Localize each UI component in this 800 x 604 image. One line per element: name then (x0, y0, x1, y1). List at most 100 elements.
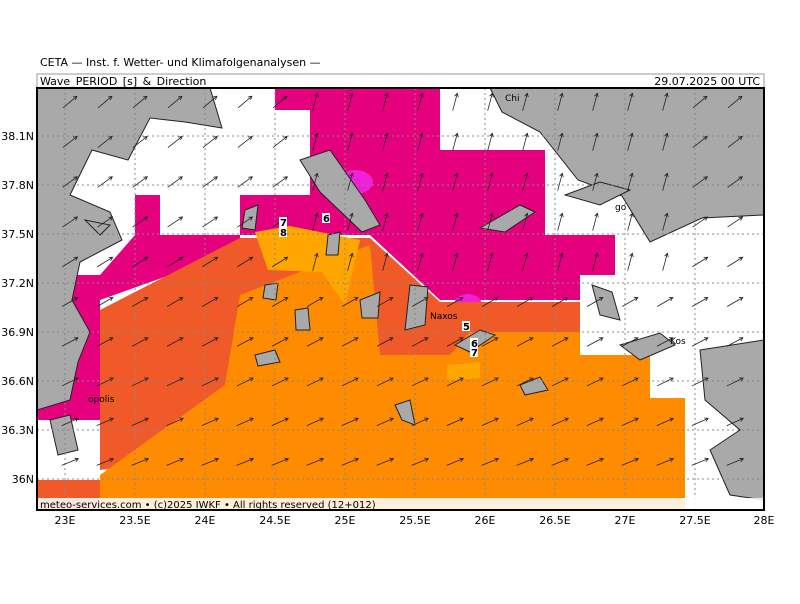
land (478, 204, 537, 233)
arrow (347, 92, 354, 111)
arrow (271, 417, 289, 427)
period-zone (100, 245, 685, 510)
arrow (692, 176, 708, 188)
arrow (487, 212, 494, 231)
arrow (516, 337, 534, 347)
lat-label: 37.2N (1, 277, 34, 290)
arrow (411, 377, 429, 387)
arrow (522, 132, 529, 151)
arrow (62, 176, 78, 188)
arrow (446, 457, 465, 466)
direction-arrows (61, 92, 745, 466)
lon-label: 28E (754, 514, 775, 527)
arrow (662, 132, 669, 151)
arrow (131, 417, 149, 427)
arrow (201, 337, 219, 347)
arrow (376, 297, 394, 307)
arrow (656, 457, 675, 466)
arrow (656, 377, 674, 387)
arrow (131, 377, 149, 387)
arrow (306, 417, 324, 427)
land (563, 181, 632, 206)
arrow (97, 176, 113, 188)
arrow (516, 297, 534, 307)
arrow (201, 377, 219, 387)
arrow (312, 252, 319, 271)
arrow (312, 172, 319, 191)
land (325, 231, 341, 256)
arrow (382, 252, 389, 271)
arrow (341, 337, 359, 347)
arrow (202, 256, 219, 268)
arrow (551, 297, 569, 307)
arrow (312, 132, 319, 151)
arrow (306, 297, 324, 307)
contour-label-bg (470, 347, 478, 357)
arrow (312, 92, 319, 111)
arrow (61, 457, 80, 466)
map-frame (36, 87, 765, 511)
arrow (131, 337, 149, 347)
map-area: meteo-services.com • (c)2025 IWKF • All … (37, 88, 764, 510)
arrow (627, 172, 634, 191)
arrow (132, 95, 148, 109)
arrow (306, 377, 324, 387)
arrow (627, 212, 634, 231)
arrow (522, 172, 529, 191)
contour-label: 6 (323, 214, 330, 225)
arrow (621, 377, 639, 387)
land (254, 349, 281, 367)
arrow (166, 297, 184, 307)
place-label: Naxos (430, 312, 458, 322)
contour-label-bg (462, 321, 470, 331)
arrow (592, 252, 599, 271)
arrow (271, 377, 289, 387)
arrow (132, 135, 148, 148)
arrow (662, 172, 669, 191)
arrow (586, 297, 604, 307)
arrow (691, 297, 709, 307)
arrow (201, 297, 219, 307)
land (618, 332, 676, 361)
lat-label: 36.6N (1, 375, 34, 388)
arrow (166, 337, 184, 347)
place-label: Kos (670, 337, 686, 347)
arrow (592, 92, 599, 111)
arrow (201, 457, 220, 466)
arrow (131, 457, 150, 466)
lat-label: 37.8N (1, 179, 34, 192)
arrow (487, 252, 494, 271)
land (404, 284, 429, 331)
arrow (692, 216, 709, 228)
land (294, 307, 311, 331)
arrow (411, 457, 430, 466)
arrow (557, 252, 564, 271)
arrow (166, 417, 184, 427)
arrow (551, 337, 569, 347)
arrow (166, 457, 185, 466)
arrow (627, 132, 634, 151)
arrow (347, 212, 354, 231)
arrow (417, 132, 424, 151)
lon-label: 24E (195, 514, 216, 527)
arrow (62, 135, 78, 148)
arrow (97, 95, 113, 109)
arrow (382, 172, 389, 191)
arrow (382, 212, 389, 231)
lon-label: 27.5E (679, 514, 710, 527)
arrow (376, 377, 394, 387)
arrow (592, 212, 599, 231)
lat-label: 36.3N (1, 424, 34, 437)
arrow (726, 337, 744, 347)
arrow (132, 256, 149, 268)
arrow (237, 176, 253, 188)
lat-label: 36.9N (1, 326, 34, 339)
arrow (131, 297, 149, 307)
arrow (62, 216, 79, 228)
arrow (376, 457, 395, 466)
arrow (516, 377, 534, 387)
arrow (202, 216, 219, 228)
arrow (61, 297, 79, 307)
arrow (201, 417, 219, 427)
